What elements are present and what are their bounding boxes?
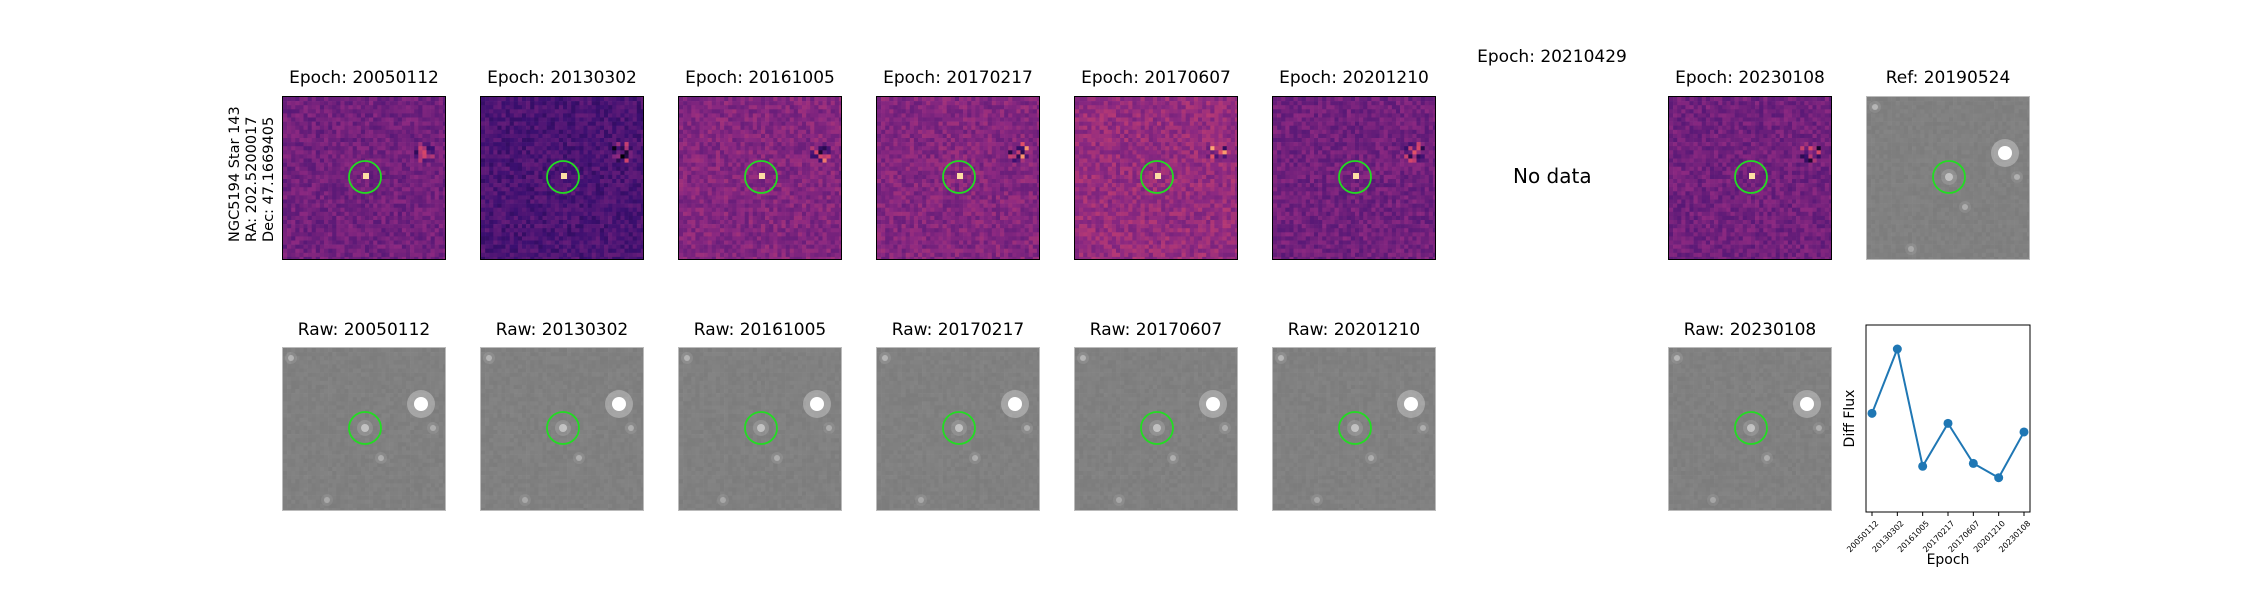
- data-point: [1867, 408, 1877, 418]
- star-dec: Dec: 47.1669405: [260, 117, 278, 242]
- diff-title-5: Epoch: 20170607: [1026, 68, 1286, 88]
- chart-frame: [1865, 324, 2031, 513]
- raw-title-1: Raw: 20050112: [234, 320, 494, 340]
- series-line: [1871, 345, 2025, 480]
- y-axis-label: Diff Flux: [1842, 390, 1858, 448]
- raw-image-2: [480, 347, 644, 511]
- no-data-message: No data: [1513, 164, 1592, 188]
- diff-image-1: [282, 96, 446, 260]
- x-tick-label: 20130302: [1871, 519, 1906, 554]
- data-point: [2019, 427, 2029, 437]
- raw-image-1: [282, 347, 446, 511]
- diff-image-6: [1272, 96, 1436, 260]
- x-tick-label: 20050112: [1845, 519, 1880, 554]
- data-point: [1943, 418, 1953, 428]
- raw-image-3: [678, 347, 842, 511]
- diff-title-2: Epoch: 20130302: [432, 68, 692, 88]
- ref-title: Ref: 20190524: [1818, 68, 2078, 88]
- x-tick-label: 20170217: [1921, 519, 1956, 554]
- ref-image: [1866, 96, 2030, 260]
- data-point: [1994, 473, 2004, 483]
- data-point: [1892, 344, 1902, 354]
- data-point: [1968, 458, 1978, 468]
- diff-image-3: [678, 96, 842, 260]
- x-tick-label: 20230108: [1997, 519, 2032, 554]
- diff-title-8: Epoch: 20230108: [1620, 68, 1880, 88]
- data-point: [1918, 461, 1928, 471]
- diff-title-3: Epoch: 20161005: [630, 68, 890, 88]
- diff-image-5: [1074, 96, 1238, 260]
- raw-image-5: [1074, 347, 1238, 511]
- raw-image-7: [1668, 347, 1832, 511]
- raw-title-3: Raw: 20161005: [630, 320, 890, 340]
- raw-title-4: Raw: 20170217: [828, 320, 1088, 340]
- raw-image-6: [1272, 347, 1436, 511]
- x-tick-label: 20161005: [1896, 519, 1931, 554]
- raw-title-2: Raw: 20130302: [432, 320, 692, 340]
- diff-title-4: Epoch: 20170217: [828, 68, 1088, 88]
- raw-title-7: Raw: 20230108: [1620, 320, 1880, 340]
- star-name: NGC5194 Star 143: [226, 106, 244, 242]
- diff-title-7: Epoch: 20210429: [1422, 47, 1682, 67]
- raw-title-6: Raw: 20201210: [1224, 320, 1484, 340]
- diff-image-2: [480, 96, 644, 260]
- diff-title-6: Epoch: 20201210: [1224, 68, 1484, 88]
- x-tick-label: 20170607: [1947, 519, 1982, 554]
- x-axis-label: Epoch: [1927, 552, 1970, 568]
- star-ra: RA: 202.5200017: [243, 116, 261, 242]
- diff-image-8: [1668, 96, 1832, 260]
- raw-image-4: [876, 347, 1040, 511]
- raw-title-5: Raw: 20170607: [1026, 320, 1286, 340]
- x-tick-label: 20201210: [1972, 519, 2007, 554]
- diff-title-1: Epoch: 20050112: [234, 68, 494, 88]
- diff-image-4: [876, 96, 1040, 260]
